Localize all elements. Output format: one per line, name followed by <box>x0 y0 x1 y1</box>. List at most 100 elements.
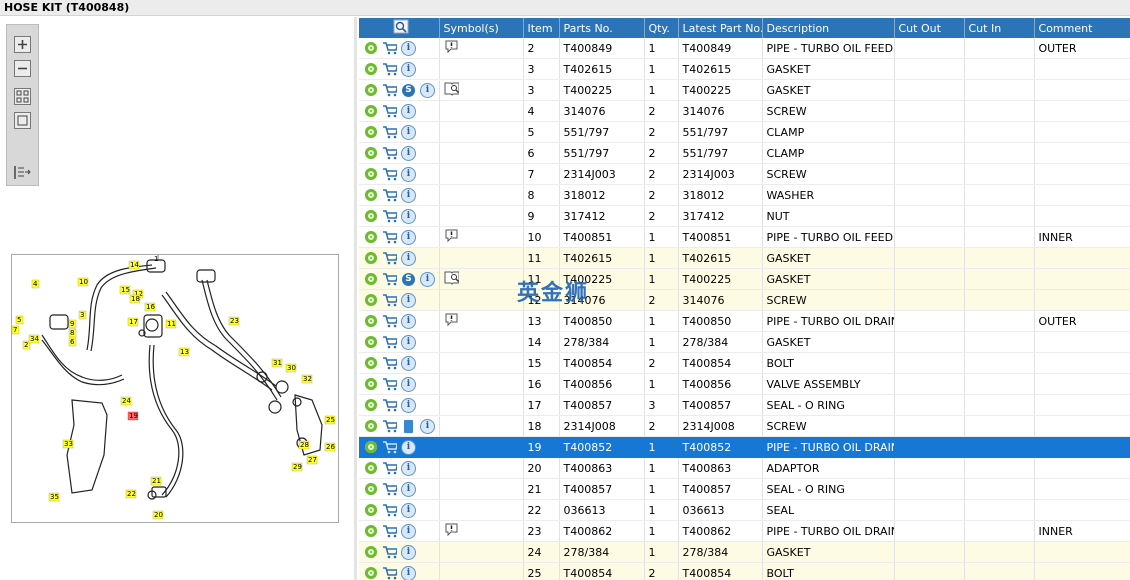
shopping-cart-icon[interactable] <box>382 461 397 476</box>
gear-icon[interactable] <box>363 251 378 266</box>
info-icon[interactable]: i <box>401 544 416 560</box>
gear-icon[interactable] <box>363 293 378 308</box>
callout-label[interactable]: 18 <box>131 295 140 303</box>
table-row[interactable]: i 25 T400854 2 T400854 BOLT <box>359 562 1130 580</box>
table-row[interactable]: i 11 T402615 1 T402615 GASKET <box>359 247 1130 269</box>
shopping-cart-icon[interactable] <box>382 125 397 140</box>
gear-icon[interactable] <box>363 335 378 350</box>
callout-label[interactable]: 3 <box>80 311 84 319</box>
callout-badge[interactable] <box>78 310 87 320</box>
callout-badge[interactable] <box>68 337 77 347</box>
shopping-cart-icon[interactable] <box>382 230 397 245</box>
callout-label[interactable]: 7 <box>13 326 17 334</box>
callout-label[interactable]: 32 <box>303 375 312 383</box>
info-icon[interactable]: i <box>420 82 435 98</box>
shopping-cart-icon[interactable] <box>382 104 397 119</box>
table-row[interactable]: i 23 T400862 1 T400862 PIPE - TURBO OIL DRAIN… <box>359 520 1130 542</box>
supersession-icon[interactable]: S <box>401 83 416 98</box>
callout-label[interactable]: 15 <box>121 286 130 294</box>
shopping-cart-icon[interactable] <box>382 188 397 203</box>
table-row[interactable]: i 15 T400854 2 T400854 BOLT <box>359 352 1130 374</box>
info-icon[interactable]: i <box>401 250 416 266</box>
table-row[interactable]: i 9 317412 2 317412 NUT <box>359 205 1130 227</box>
gear-icon[interactable] <box>363 566 378 580</box>
callout-badge[interactable] <box>271 358 283 368</box>
shopping-cart-icon[interactable] <box>382 293 397 308</box>
info-icon[interactable]: i <box>401 103 416 119</box>
info-icon[interactable]: i <box>401 355 416 371</box>
callout-badge[interactable] <box>144 302 156 312</box>
gear-icon[interactable] <box>363 356 378 371</box>
callout-label[interactable]: 26 <box>326 443 335 451</box>
callout-label[interactable]: 5 <box>17 316 21 324</box>
note-bubble-icon[interactable] <box>444 39 459 54</box>
table-row[interactable]: i 13 T400850 1 T400850 PIPE - TURBO OIL DRAIN… <box>359 310 1130 332</box>
info-icon[interactable]: i <box>401 124 416 140</box>
shopping-cart-icon[interactable] <box>382 377 397 392</box>
callout-label[interactable]: 17 <box>129 318 138 326</box>
shopping-cart-icon[interactable] <box>382 440 397 455</box>
show-list-button[interactable] <box>13 163 32 182</box>
table-row[interactable]: i 12 314076 2 314076 SCREW <box>359 289 1130 311</box>
gear-icon[interactable] <box>363 125 378 140</box>
callout-label[interactable]: 24 <box>122 397 131 405</box>
callout-label[interactable]: 4 <box>33 280 38 288</box>
gear-icon[interactable] <box>363 461 378 476</box>
info-icon[interactable]: i <box>401 502 416 518</box>
callout-label[interactable]: 34 <box>30 335 39 343</box>
gear-icon[interactable] <box>363 398 378 413</box>
gear-icon[interactable] <box>363 83 378 98</box>
table-row[interactable]: i 6 551/797 2 551/797 CLAMP <box>359 142 1130 164</box>
info-icon[interactable]: i <box>401 397 416 413</box>
callout-badge[interactable] <box>324 415 336 425</box>
shopping-cart-icon[interactable] <box>382 545 397 560</box>
shopping-cart-icon[interactable] <box>382 356 397 371</box>
shopping-cart-icon[interactable] <box>382 251 397 266</box>
callout-label[interactable]: 20 <box>154 511 163 519</box>
shopping-cart-icon[interactable] <box>382 209 397 224</box>
table-row[interactable]: i 3 T402615 1 T402615 GASKET <box>359 58 1130 80</box>
zoom-out-button[interactable] <box>13 59 32 78</box>
callout-badge[interactable] <box>120 396 132 406</box>
callout-badge[interactable] <box>152 510 164 520</box>
callout-label[interactable]: 29 <box>293 463 302 471</box>
shopping-cart-icon[interactable] <box>382 419 397 434</box>
description-column-header[interactable]: Description <box>762 18 895 38</box>
callout-badge[interactable] <box>285 363 297 373</box>
callout-badge[interactable] <box>324 442 336 452</box>
callout-label[interactable]: 10 <box>79 278 88 286</box>
table-row[interactable]: i 19 T400852 1 T400852 PIPE - TURBO OIL DRAIN <box>359 436 1130 458</box>
info-icon[interactable]: i <box>401 313 416 329</box>
gear-icon[interactable] <box>363 440 378 455</box>
latest-part-no-column-header[interactable]: Latest Part No. <box>678 18 763 38</box>
table-row[interactable]: i 18 2314J008 2 2314J008 SCREW <box>359 415 1130 437</box>
info-icon[interactable]: i <box>401 439 416 455</box>
gear-icon[interactable] <box>363 272 378 287</box>
table-row[interactable]: i 16 T400856 1 T400856 VALVE ASSEMBLY <box>359 373 1130 395</box>
table-row[interactable]: i 10 T400851 1 T400851 PIPE - TURBO OIL FEED I… <box>359 226 1130 248</box>
callout-badge[interactable] <box>48 492 60 502</box>
info-icon[interactable]: i <box>401 40 416 56</box>
gear-icon[interactable] <box>363 503 378 518</box>
info-icon[interactable]: i <box>420 418 435 434</box>
supersession-icon[interactable]: S <box>401 272 416 287</box>
info-icon[interactable]: i <box>401 145 416 161</box>
callout-badge[interactable] <box>150 476 162 486</box>
shopping-cart-icon[interactable] <box>382 41 397 56</box>
callout-label[interactable]: 14 <box>130 261 139 269</box>
callout-badge[interactable] <box>28 334 40 344</box>
gear-icon[interactable] <box>363 482 378 497</box>
table-row[interactable]: i 7 2314J003 2 2314J003 SCREW <box>359 163 1130 185</box>
gear-icon[interactable] <box>363 377 378 392</box>
callout-label[interactable]: 12 <box>134 290 143 298</box>
gear-icon[interactable] <box>363 146 378 161</box>
shopping-cart-icon[interactable] <box>382 503 397 518</box>
callout-label[interactable]: 27 <box>308 456 317 464</box>
callout-badge[interactable] <box>12 325 20 335</box>
book-search-icon[interactable] <box>444 81 459 96</box>
callout-label[interactable]: 2 <box>24 341 28 349</box>
cut-in-column-header[interactable]: Cut In <box>964 18 1035 38</box>
shopping-cart-icon[interactable] <box>382 83 397 98</box>
callout-label[interactable]: 19 <box>129 412 138 420</box>
